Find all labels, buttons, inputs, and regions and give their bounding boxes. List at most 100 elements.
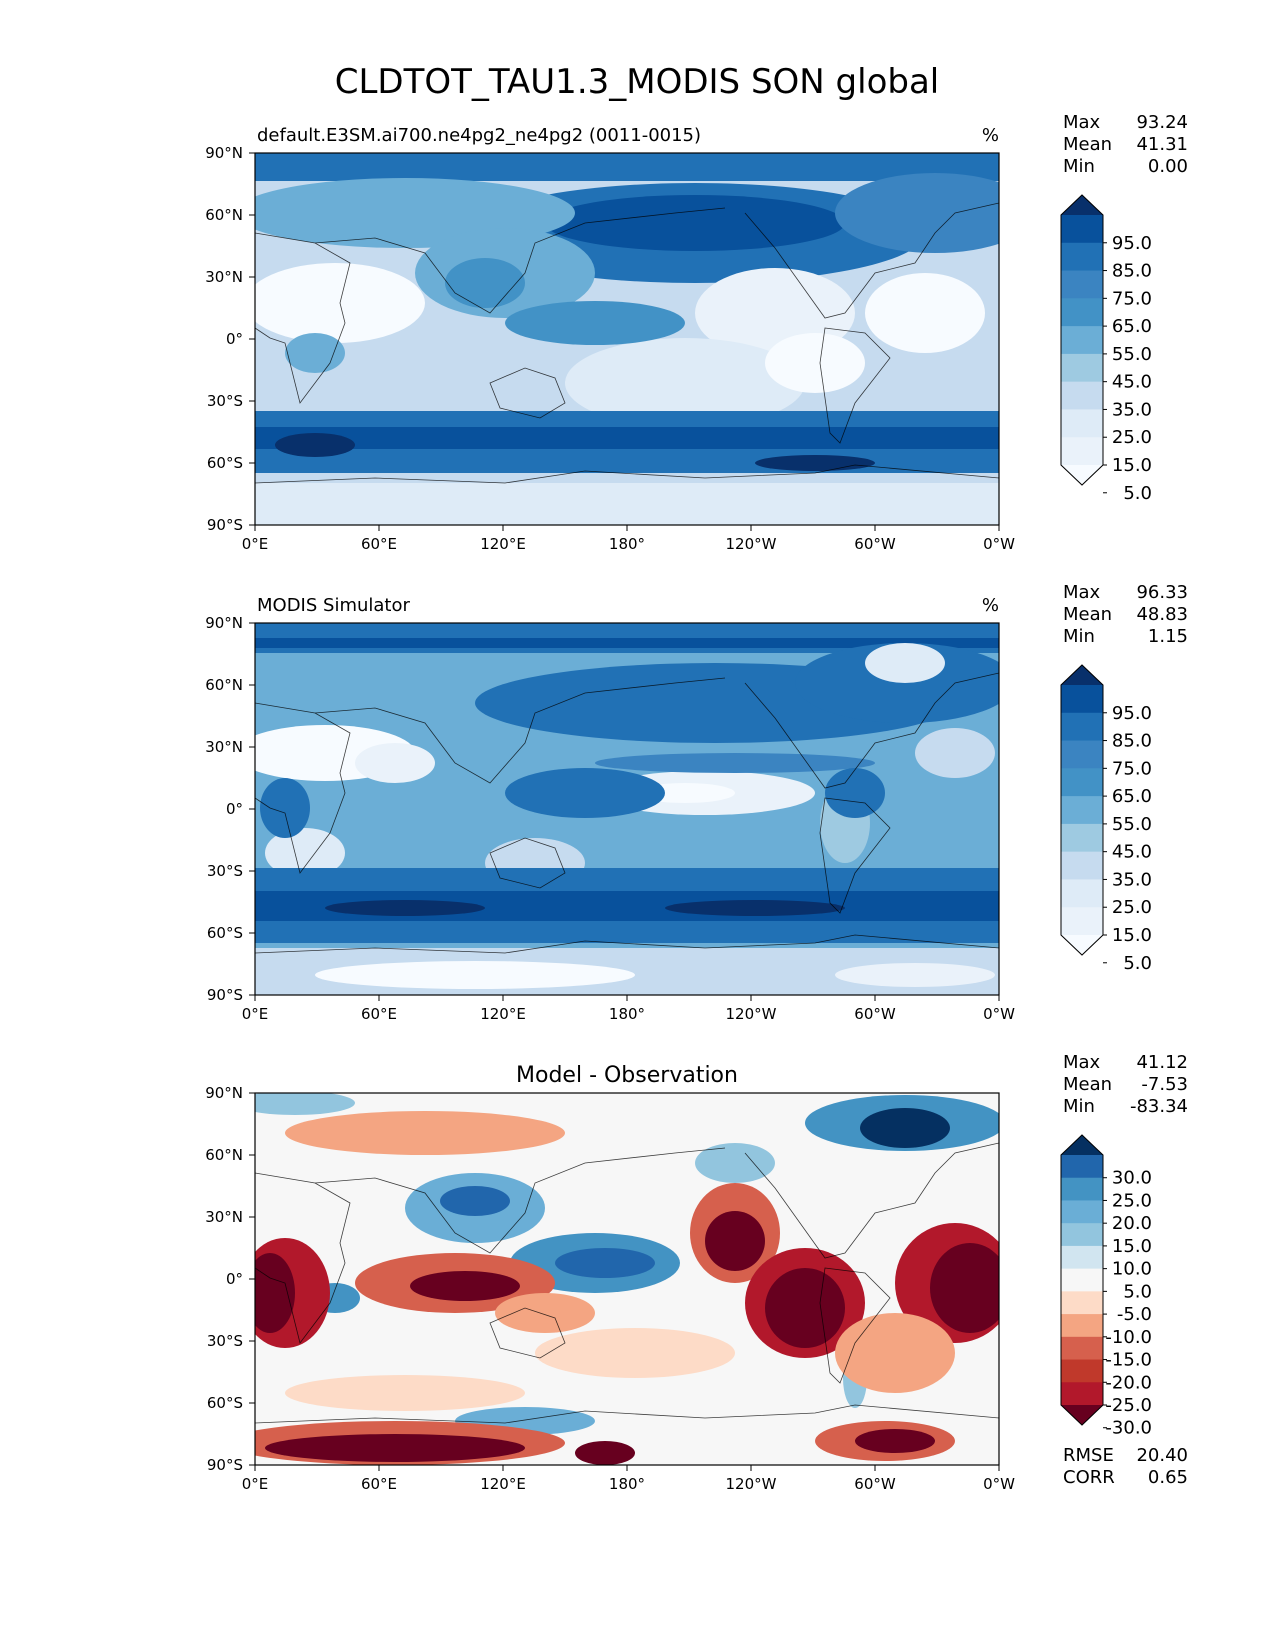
lon-tick-label: 180°	[609, 1475, 645, 1493]
colorbar-tick-label: 5.0	[1123, 1281, 1152, 1302]
panel-model: default.E3SM.ai700.ne4pg2_ne4pg2 (0011-0…	[205, 112, 1188, 553]
field-southern-ocean-max	[275, 433, 355, 457]
colorbar-bin	[1061, 851, 1103, 880]
lon-tick-label: 0°E	[242, 535, 269, 553]
field-n-atlantic-track	[795, 643, 999, 723]
map-field	[255, 1093, 999, 1465]
panel-units: %	[982, 595, 999, 616]
stats: Max 41.12 Mean -7.53 Min -83.34	[1063, 1052, 1188, 1117]
field-antarctic-pos-core	[265, 1434, 525, 1462]
colorbar: 95.0 85.0 75.0 65.0 55.0 45.0 35.0 25.0 15.0 5.0	[1060, 664, 1152, 974]
colorbar-tick-label: 10.0	[1112, 1259, 1152, 1280]
coast-antarctica	[254, 464, 1000, 484]
colorbar-bin	[1061, 712, 1103, 742]
colorbar-bin	[1061, 685, 1103, 714]
lon-tick-label: 120°W	[726, 1005, 777, 1023]
lon-tick-label: 120°W	[726, 535, 777, 553]
coast-australia	[489, 367, 566, 419]
field-e-pacific-pos-core	[705, 1211, 765, 1271]
lat-tick-label: 90°S	[207, 516, 243, 534]
coast-australia	[489, 1307, 566, 1359]
lon-tick-label: 180°	[609, 535, 645, 553]
field-n-pacific-core	[545, 195, 845, 251]
coast-africa	[254, 702, 351, 874]
lon-tick-label: 0°W	[983, 535, 1015, 553]
colorbar-bin	[1061, 1291, 1103, 1315]
lat-tick-label: 90°S	[207, 986, 243, 1004]
field-nw-pacific-core	[445, 258, 525, 308]
colorbar-tick-label: 75.0	[1112, 758, 1152, 779]
panel-diff: Model - Observation	[205, 1052, 1188, 1493]
field-weddell-pos-core	[855, 1429, 935, 1453]
colorbar-tick-label: 65.0	[1112, 786, 1152, 807]
field-asia-neg-core	[440, 1186, 510, 1216]
colorbar-tick-label: 25.0	[1112, 427, 1152, 448]
field-antarctica-interior	[835, 963, 995, 987]
coast-s-america	[819, 327, 891, 444]
stat-label: Min	[1063, 1096, 1095, 1117]
lon-tick-label: 0°E	[242, 1005, 269, 1023]
stat-label: Max	[1063, 112, 1101, 133]
colorbar-extend-min	[1061, 935, 1103, 955]
field-itcz	[595, 753, 875, 773]
field-ross-pos	[575, 1441, 635, 1465]
field-central-africa	[260, 778, 310, 838]
field-atlantic-dry	[915, 728, 995, 778]
panel-left-title: MODIS Simulator	[257, 595, 410, 616]
lat-tick-label: 30°N	[205, 738, 243, 756]
lon-tick-label: 180°	[609, 1005, 645, 1023]
colorbar-bin	[1061, 270, 1103, 299]
lat-tick-label: 90°N	[205, 144, 243, 162]
coast-eurasia	[314, 677, 726, 784]
field-eurasia-pos	[285, 1111, 565, 1155]
field-antarctica	[255, 483, 999, 525]
colorbar-tick-label: 15.0	[1112, 455, 1152, 476]
colorbar-tick-label: 55.0	[1112, 344, 1152, 365]
lon-tick-label: 60°W	[854, 1475, 896, 1493]
field-southern-ocean-max	[325, 900, 485, 916]
stat-label: Mean	[1063, 604, 1112, 625]
panel-units: %	[982, 125, 999, 146]
colorbar-tick-label: 15.0	[1112, 925, 1152, 946]
field-n-atlantic-track	[835, 173, 999, 253]
lon-axis: 0°E 60°E 120°E 180° 120°W 60°W 0°W	[242, 1465, 1015, 1493]
lat-tick-label: 60°S	[207, 924, 243, 942]
colorbar-tick-label: 25.0	[1112, 1190, 1152, 1211]
colorbar-bin	[1061, 907, 1103, 936]
colorbar-extend-min	[1061, 1405, 1103, 1425]
colorbar-bin	[1061, 353, 1103, 383]
field-s-atlantic-pos	[835, 1313, 955, 1393]
colorbar-tick-label: 85.0	[1112, 731, 1152, 752]
colorbar-bin	[1061, 298, 1103, 327]
colorbar-tick-label: 20.0	[1112, 1213, 1152, 1234]
coastlines	[254, 672, 1000, 954]
lon-tick-label: 0°E	[242, 1475, 269, 1493]
metric-value: 20.40	[1136, 1445, 1188, 1466]
lon-tick-label: 60°E	[361, 1475, 397, 1493]
colorbar-tick-label: 35.0	[1112, 869, 1152, 890]
lat-tick-label: 30°S	[207, 862, 243, 880]
coast-s-america	[819, 797, 891, 914]
field-arabia-dry	[355, 743, 435, 783]
lat-tick-label: 60°S	[207, 454, 243, 472]
coast-eurasia	[314, 1147, 726, 1254]
stat-value: 48.83	[1136, 604, 1188, 625]
lat-tick-label: 0°	[226, 330, 243, 348]
lat-tick-label: 30°S	[207, 1332, 243, 1350]
colorbar-bin	[1061, 1223, 1103, 1247]
lat-axis: 90°N 60°N 30°N 0° 30°S 60°S 90°S	[205, 614, 255, 1004]
coast-s-america	[819, 1267, 891, 1384]
panel-obs: MODIS Simulator %	[205, 582, 1188, 1023]
lon-tick-label: 60°E	[361, 535, 397, 553]
metric-label: RMSE	[1063, 1445, 1114, 1466]
lat-tick-label: 60°S	[207, 1394, 243, 1412]
metrics: RMSE 20.40 CORR 0.65	[1063, 1445, 1188, 1488]
colorbar-tick-label: 95.0	[1112, 233, 1152, 254]
stat-value: 41.31	[1136, 134, 1188, 155]
stat-value: -83.34	[1130, 1096, 1188, 1117]
field-band-arctic-core	[255, 638, 999, 648]
coast-n-america	[744, 1142, 1000, 1259]
field-warm-pool	[505, 301, 685, 345]
stat-value: 1.15	[1148, 626, 1188, 647]
